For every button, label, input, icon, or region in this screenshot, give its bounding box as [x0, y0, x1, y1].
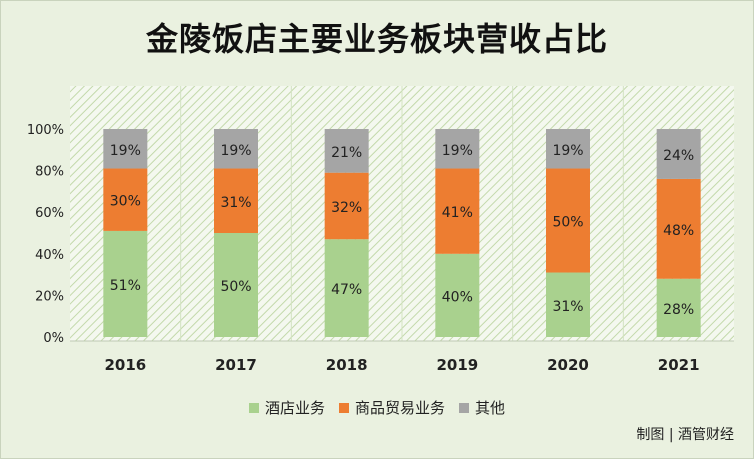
chart-title: 金陵饭店主要业务板块营收占比 — [145, 20, 608, 58]
bar-segment — [546, 272, 590, 337]
bar-segment — [435, 253, 480, 337]
data-label: 21% — [331, 145, 362, 161]
x-tick-label: 2016 — [104, 356, 146, 374]
x-tick-label: 2017 — [215, 356, 257, 374]
bar-segment — [103, 168, 148, 231]
y-tick-label: 80% — [35, 165, 64, 180]
data-label: 50% — [220, 279, 251, 295]
legend-swatch-hotel — [248, 402, 259, 413]
x-tick-label: 2018 — [326, 356, 368, 374]
legend-item-other: 其他 — [459, 397, 505, 418]
data-label: 30% — [110, 194, 141, 210]
data-label: 31% — [552, 299, 583, 315]
data-label: 48% — [663, 223, 694, 239]
data-label: 19% — [552, 143, 583, 159]
bar-segment — [656, 278, 701, 337]
legend-label-other: 其他 — [475, 399, 506, 417]
legend-item-hotel: 酒店业务 — [248, 397, 325, 418]
source-credit: 制图 | 酒管财经 — [636, 427, 734, 443]
bar-segment — [103, 230, 148, 337]
legend: 酒店业务 商品贸易业务 其他 — [0, 397, 754, 418]
legend-swatch-other — [459, 402, 469, 413]
data-label: 31% — [220, 195, 251, 211]
data-label: 51% — [110, 278, 141, 294]
bar-segment — [656, 129, 701, 179]
bar-segment — [656, 178, 701, 279]
legend-label-hotel: 酒店业务 — [264, 399, 325, 417]
y-tick-label: 0% — [43, 331, 64, 346]
y-tick-label: 100% — [27, 123, 64, 138]
data-label: 19% — [220, 143, 251, 159]
bar-segment — [214, 129, 258, 169]
data-label: 47% — [331, 282, 362, 298]
bar-segment — [324, 239, 369, 337]
data-label: 40% — [442, 289, 473, 305]
data-label: 50% — [552, 215, 583, 231]
bar-segment — [214, 168, 258, 233]
legend-swatch-trade — [338, 402, 349, 413]
bar-segment — [435, 168, 480, 254]
data-label: 28% — [663, 302, 694, 318]
bar-segment — [103, 129, 148, 169]
data-label: 19% — [442, 143, 473, 159]
bar-segment — [324, 172, 369, 240]
legend-label-trade: 商品贸易业务 — [354, 399, 445, 417]
x-tick-label: 2020 — [547, 356, 589, 374]
data-label: 41% — [442, 205, 473, 221]
data-label: 24% — [663, 148, 694, 164]
bar-segment — [435, 129, 480, 169]
x-tick-label: 2021 — [658, 356, 700, 374]
y-tick-label: 40% — [35, 248, 64, 263]
y-tick-label: 20% — [35, 289, 64, 304]
data-label: 19% — [110, 143, 141, 159]
y-tick-label: 60% — [35, 206, 64, 221]
x-tick-label: 2019 — [436, 356, 478, 374]
bar-segment — [214, 233, 258, 337]
bar-segment — [324, 129, 369, 173]
bar-segment — [546, 129, 590, 169]
bar-segment — [546, 168, 590, 273]
legend-item-trade: 商品贸易业务 — [338, 397, 445, 418]
data-label: 32% — [331, 200, 362, 216]
